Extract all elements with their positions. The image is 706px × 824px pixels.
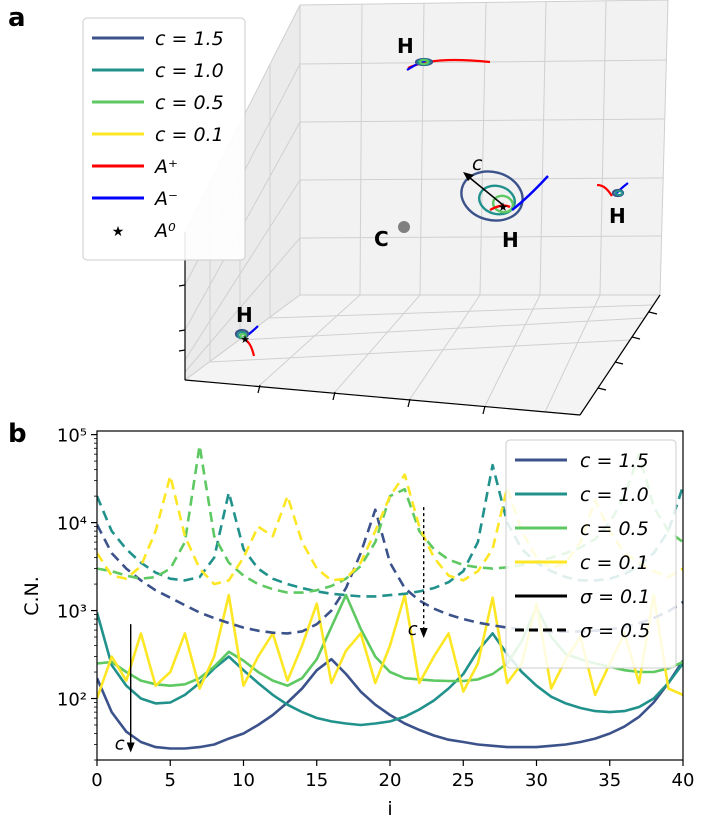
x-tick-label-35: 35 [598,770,621,791]
back-wall [299,0,669,296]
panel-a-3d-plot: H ★ c H H [82,0,669,416]
legend-a: c = 1.5 c = 1.0 c = 0.5 c = 0.1 A⁺ A⁻ ★ A⁰ [82,17,246,261]
c-arrow-label: c [472,153,483,175]
x-tick-label-15: 15 [305,770,328,791]
x-tick-label-30: 30 [525,770,548,791]
trajectory-h-right [596,182,629,198]
y-tick-label-100000: 10⁵ [57,426,87,447]
series-c1_5-sigma0_1 [97,657,683,750]
y-tick-label-100: 10² [57,690,87,711]
x-tick-label-0: 0 [91,770,102,791]
legend-b: c = 1.5 c = 1.0 c = 0.5 c = 0.1 σ = 0.1 σ = 0… [505,439,677,669]
a0-star-left: ★ [240,333,250,346]
x-tick-label-20: 20 [379,770,402,791]
annotation-arrowhead-0 [126,742,135,753]
h-label-left: H [236,303,253,327]
legend-a-3-label: c = 0.1 [155,124,224,146]
h-label-center: H [502,228,519,252]
legend-b-label-0: c = 1.5 [580,450,649,472]
panel-b-label: b [8,419,27,449]
y-axis-label: C.N. [21,576,43,616]
legend-a-6-label: A⁰ [153,220,176,242]
legend-b-label-5: σ = 0.5 [580,620,650,642]
x-tick-label-5: 5 [165,770,176,791]
legend-b-label-2: c = 0.5 [580,518,649,540]
back-wall-grid [299,0,668,296]
series-c1-sigma0_1 [97,612,683,727]
x-tick-label-10: 10 [232,770,255,791]
legend-b-label-3: c = 0.1 [580,552,649,574]
legend-a-0-label: c = 1.5 [155,28,224,50]
legend-a-5-label: A⁻ [153,188,178,210]
y-tick-label-10000: 10⁴ [57,514,87,535]
legend-a-1-label: c = 1.0 [155,60,224,82]
annotation-arrowhead-1 [419,628,428,639]
annotation-layer: cc [115,507,428,754]
legend-a-4-label: A⁺ [153,156,178,178]
legend-b-label-1: c = 1.0 [580,484,649,506]
legend-b-frame [505,439,677,669]
center-label-c: C [374,227,389,251]
trajectory-h-center [460,170,549,222]
h-label-right: H [609,204,626,228]
legend-a-6-marker: ★ [112,224,125,240]
h-label-top: H [397,34,414,58]
x-tick-label-25: 25 [452,770,475,791]
series-c0_5-sigma0_5 [97,444,683,594]
legend-b-label-4: σ = 0.1 [580,586,650,608]
floor-grid [209,294,653,413]
x-axis-label: i [387,798,392,820]
c-arrow [463,172,504,206]
trajectory-h-left [234,325,259,357]
a0-star-center: ★ [498,200,509,214]
series-c1_5-sigma0_5 [97,508,683,635]
legend-a-2-label: c = 0.5 [155,92,224,114]
panel-a-label: a [8,3,26,33]
annotation-label-1: c [408,619,418,640]
ticks-layer: 0 5 10 15 20 25 30 35 40 10² 10³ 10⁴ 10⁵ [57,426,695,791]
annotation-label-0: c [115,733,125,754]
y-tick-label-1000: 10³ [57,602,87,623]
center-point-c [398,221,410,233]
trajectory-h-top [406,57,491,71]
x-tick-label-40: 40 [672,770,695,791]
